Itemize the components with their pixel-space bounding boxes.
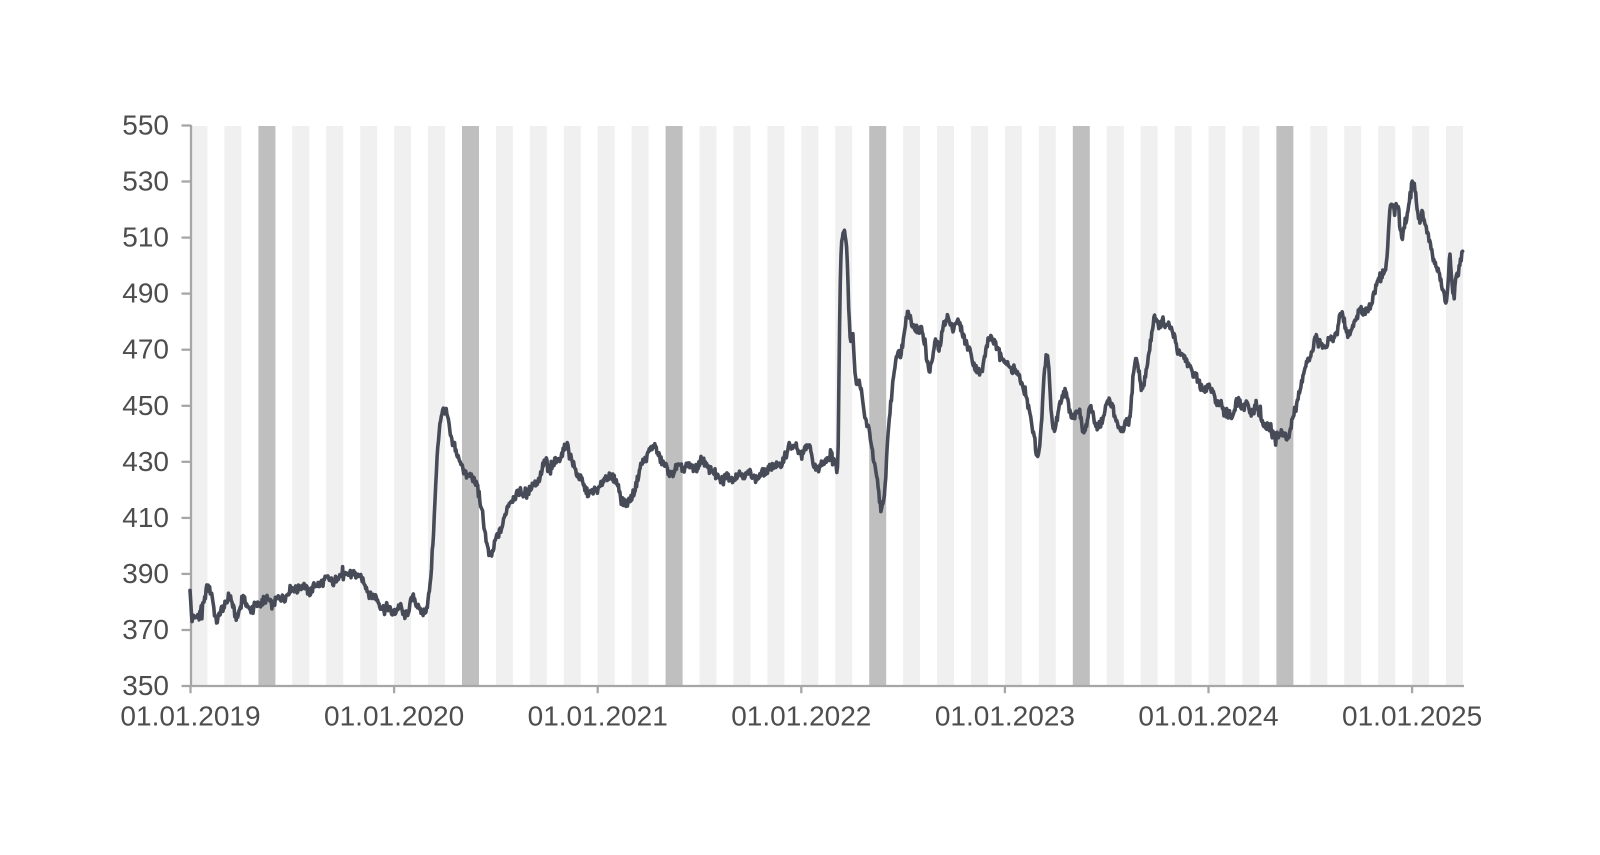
svg-text:410: 410 <box>122 502 169 533</box>
svg-text:01.01.2019: 01.01.2019 <box>120 701 260 732</box>
svg-text:01.01.2024: 01.01.2024 <box>1138 701 1278 732</box>
svg-text:490: 490 <box>122 278 169 309</box>
svg-text:01.01.2021: 01.01.2021 <box>528 701 668 732</box>
svg-text:01.01.2022: 01.01.2022 <box>731 701 871 732</box>
svg-text:450: 450 <box>122 390 169 421</box>
svg-text:550: 550 <box>122 110 169 141</box>
svg-text:390: 390 <box>122 558 169 589</box>
svg-text:530: 530 <box>122 166 169 197</box>
svg-text:470: 470 <box>122 334 169 365</box>
svg-text:01.01.2020: 01.01.2020 <box>324 701 464 732</box>
svg-text:370: 370 <box>122 614 169 645</box>
svg-text:350: 350 <box>122 670 169 701</box>
svg-text:510: 510 <box>122 222 169 253</box>
svg-text:01.01.2023: 01.01.2023 <box>935 701 1075 732</box>
svg-text:01.01.2025: 01.01.2025 <box>1342 701 1482 732</box>
svg-text:430: 430 <box>122 446 169 477</box>
